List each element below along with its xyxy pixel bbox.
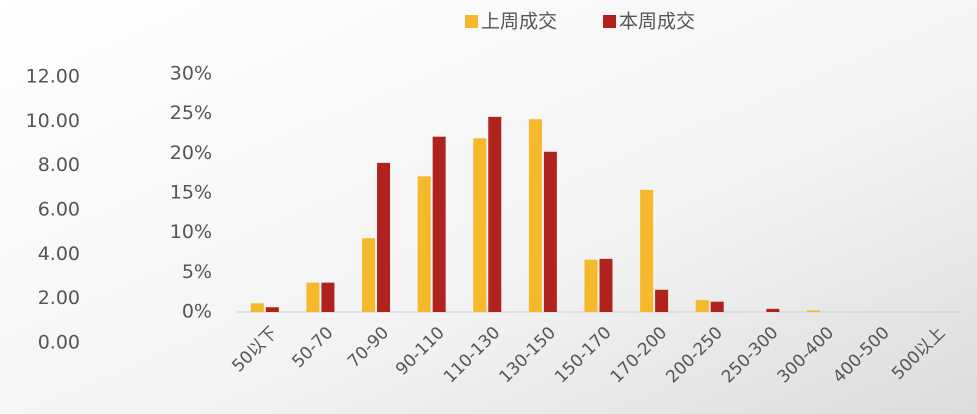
bar [585,260,598,312]
bar [600,259,613,312]
y2-tick-label: 6.00 [38,199,80,221]
y2-tick-label: 12.00 [26,66,80,88]
legend-label: 本周成交 [619,11,695,33]
y-tick-label: 20% [170,142,212,164]
y2-tick-label: 0.00 [38,332,80,354]
bar [807,310,820,312]
bar [362,238,375,312]
bar [544,152,557,312]
bar [266,307,279,312]
bar [640,190,653,312]
y2-tick-label: 4.00 [38,243,80,265]
legend-swatch [465,15,478,28]
bar [306,283,319,312]
bar [418,176,431,312]
bar [251,303,264,312]
y-tick-label: 30% [170,63,212,85]
legend-label: 上周成交 [481,11,557,33]
bar [655,290,668,312]
y-tick-label: 10% [170,221,212,243]
bar [711,302,724,312]
legend-swatch [603,15,616,28]
bar [529,119,542,312]
y2-tick-label: 8.00 [38,154,80,176]
bar [488,117,501,312]
y-tick-label: 25% [170,102,212,124]
bar [696,300,709,312]
y2-tick-label: 2.00 [38,287,80,309]
y2-tick-label: 10.00 [26,110,80,132]
chart: 0% 5% 10% 15% 20% 25% 30% 0.00 2.00 4.00 6.00 8.00 1… [0,0,977,414]
bar [377,163,390,312]
y-tick-label: 0% [182,301,212,323]
bar [766,309,779,312]
bar [473,138,486,312]
y-tick-label: 15% [170,182,212,204]
y-tick-label: 5% [182,261,212,283]
bar [433,137,446,312]
bar [321,283,334,312]
